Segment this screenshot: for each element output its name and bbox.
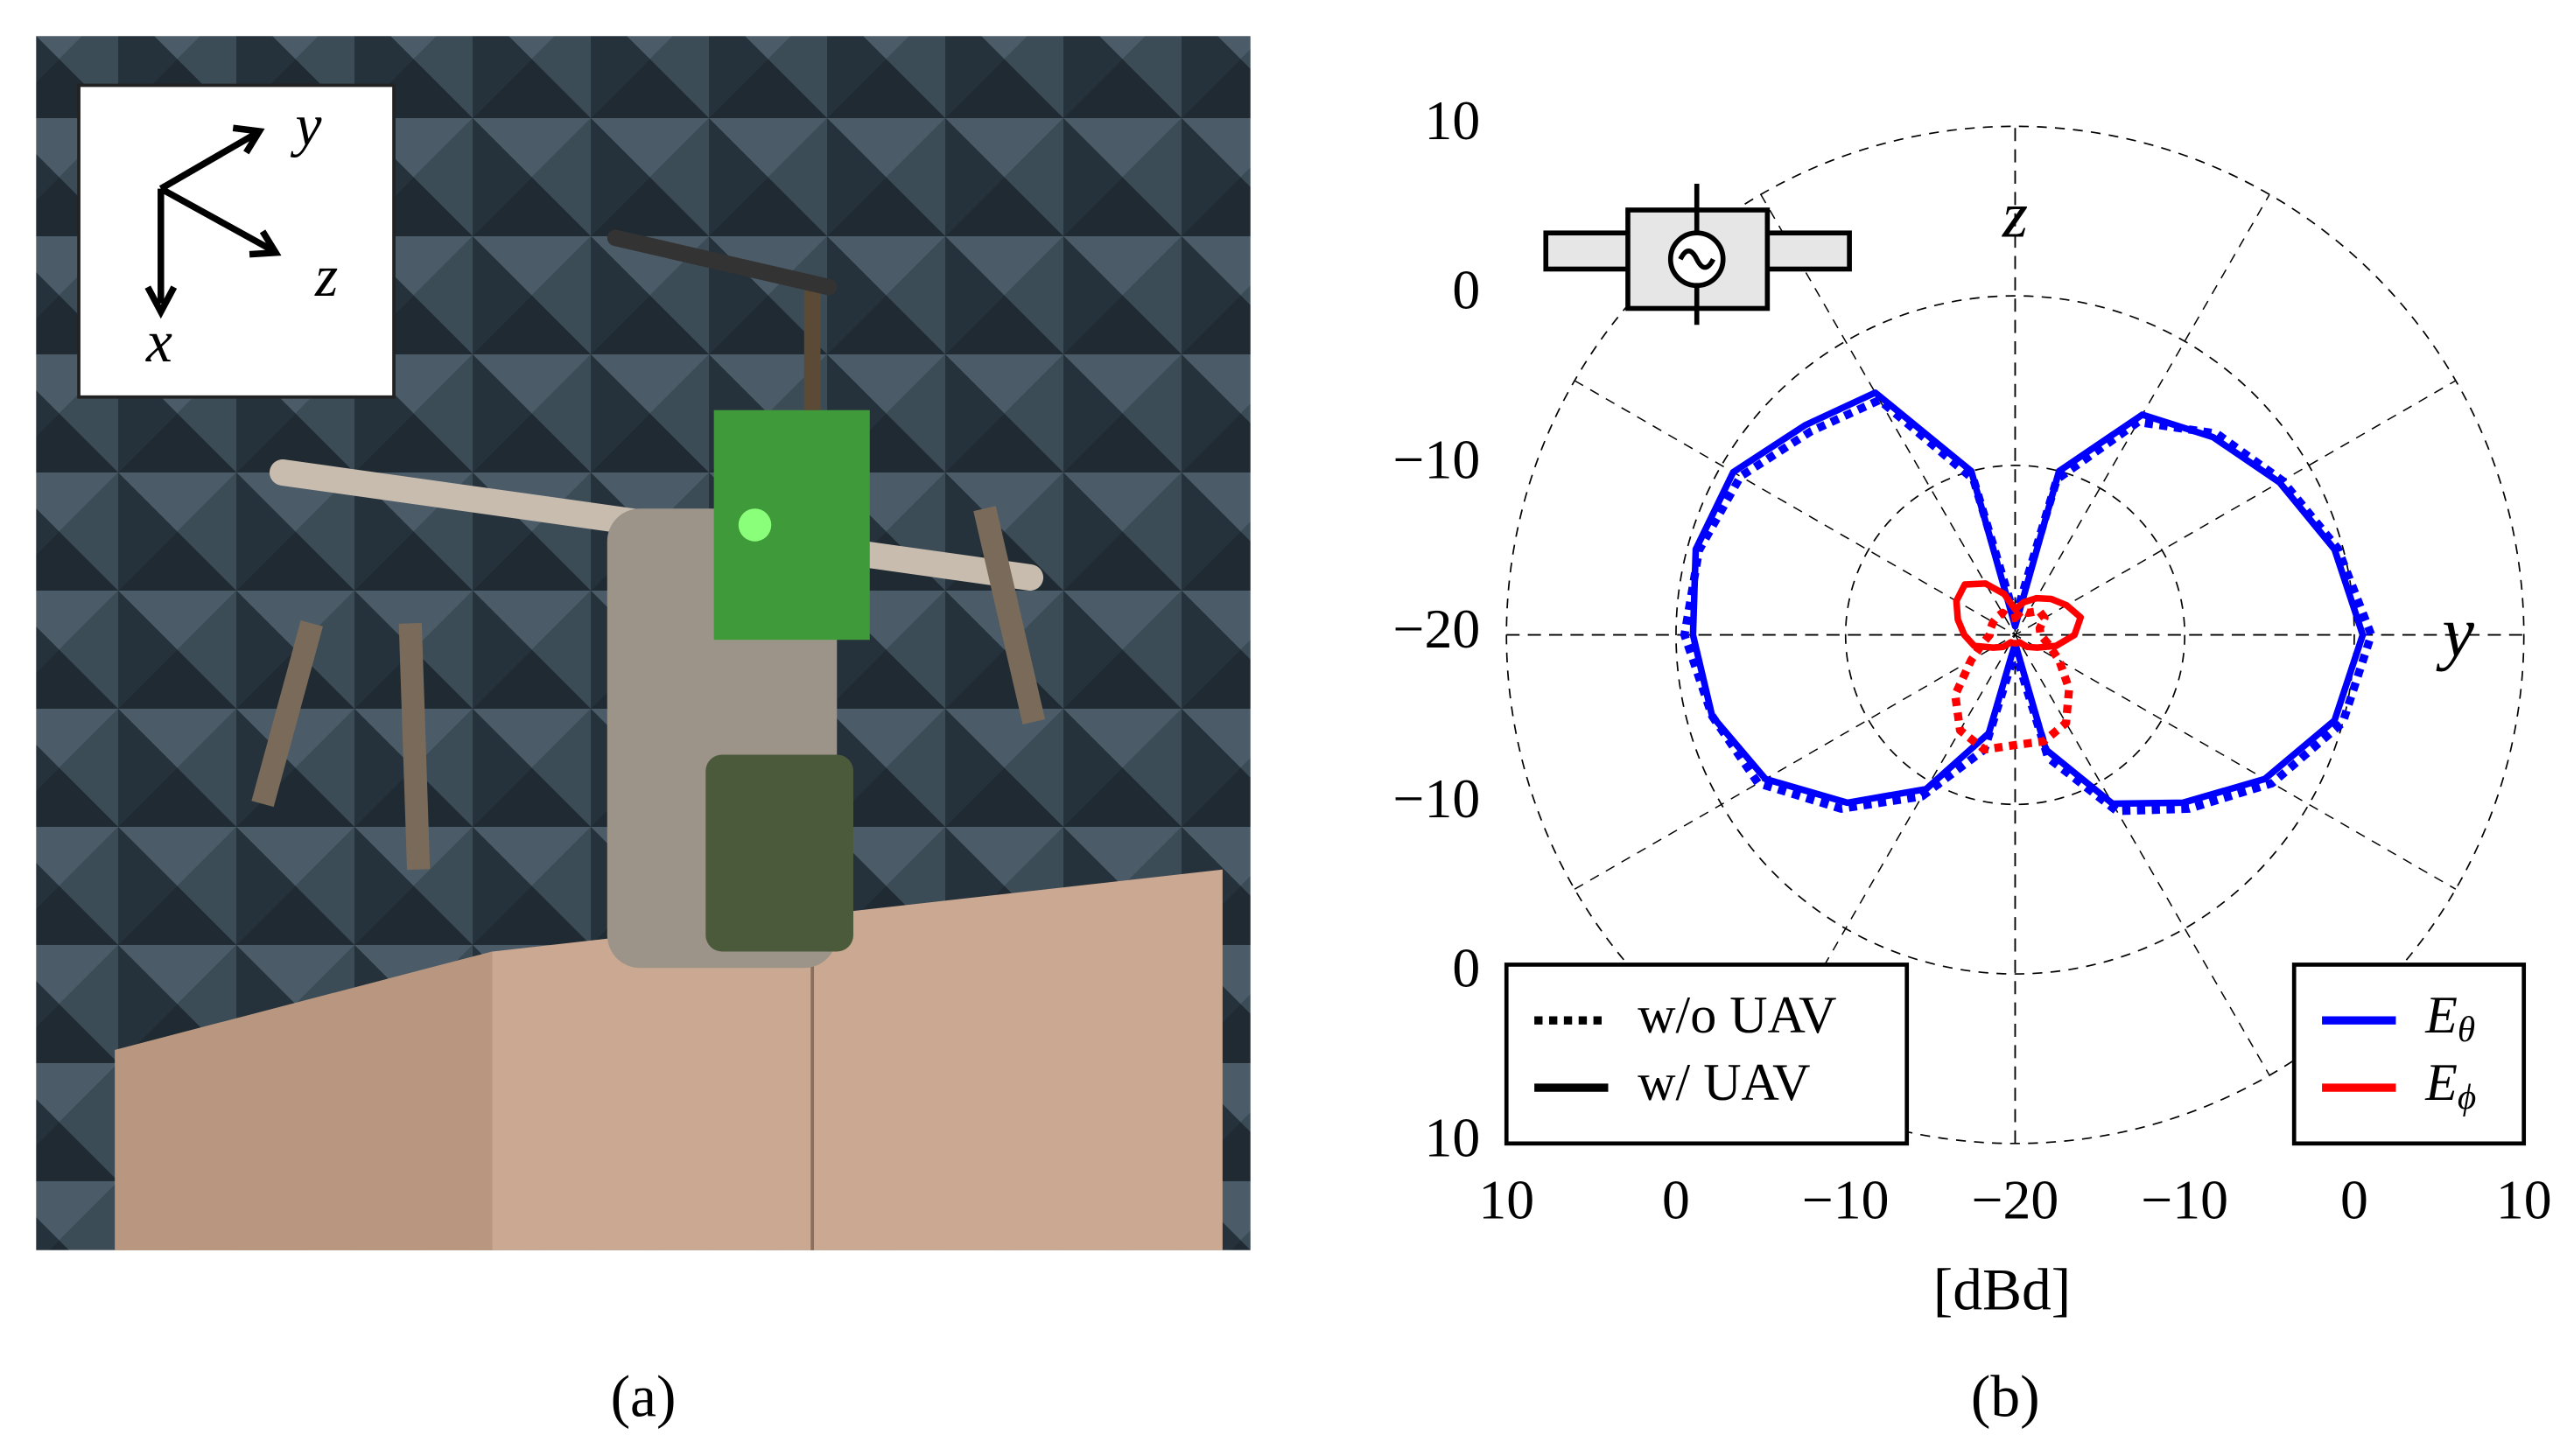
pattern-line (1953, 580, 2085, 651)
r-tick-label: 10 (2496, 1169, 2552, 1231)
antenna-icon (1543, 183, 1852, 326)
legend-symbol: E (2424, 1054, 2458, 1111)
r-tick-label: −20 (1393, 598, 1481, 660)
legend-label: Eθ (2424, 986, 2475, 1050)
axis-label: y (291, 92, 322, 158)
r-tick-label: 10 (1425, 89, 1481, 151)
r-tick-label: −10 (1393, 428, 1481, 490)
photo (36, 36, 1251, 1250)
legend-symbol: E (2424, 986, 2458, 1044)
r-tick-label: −10 (2141, 1169, 2228, 1231)
pattern-line (1951, 606, 2073, 754)
r-tick-label: 10 (1425, 1106, 1481, 1168)
grid-circle (1844, 465, 2186, 806)
axis-label: y (2436, 592, 2474, 672)
legend-subscript: θ (2458, 1010, 2475, 1050)
panel-label: (b) (1971, 1364, 2040, 1430)
legend-label: w/ UAV (1638, 1054, 1810, 1111)
grid-circle (1675, 295, 2355, 975)
axis-label: x (145, 309, 172, 374)
r-tick-label: 0 (1452, 259, 1480, 321)
legend-label: Eϕ (2424, 1054, 2476, 1117)
spoke (1760, 193, 2270, 1076)
radial-axis-label: [dBd] (1933, 1257, 2071, 1323)
r-tick-label: −10 (1393, 767, 1481, 830)
r-tick-label: 10 (1478, 1169, 1534, 1231)
axis-label: z (314, 243, 338, 309)
pattern-line (1680, 396, 2376, 816)
r-tick-label: −20 (1972, 1169, 2059, 1231)
r-tick-label: 0 (1662, 1169, 1690, 1231)
r-tick-label: 0 (1452, 937, 1480, 999)
r-tick-label: 0 (2340, 1169, 2368, 1231)
r-tick-label: −10 (1802, 1169, 1890, 1231)
panel-label: (a) (611, 1364, 677, 1430)
legend-subscript: ϕ (2458, 1077, 2476, 1117)
legend-label: w/o UAV (1638, 986, 1836, 1044)
grid-circle (1505, 125, 2525, 1144)
